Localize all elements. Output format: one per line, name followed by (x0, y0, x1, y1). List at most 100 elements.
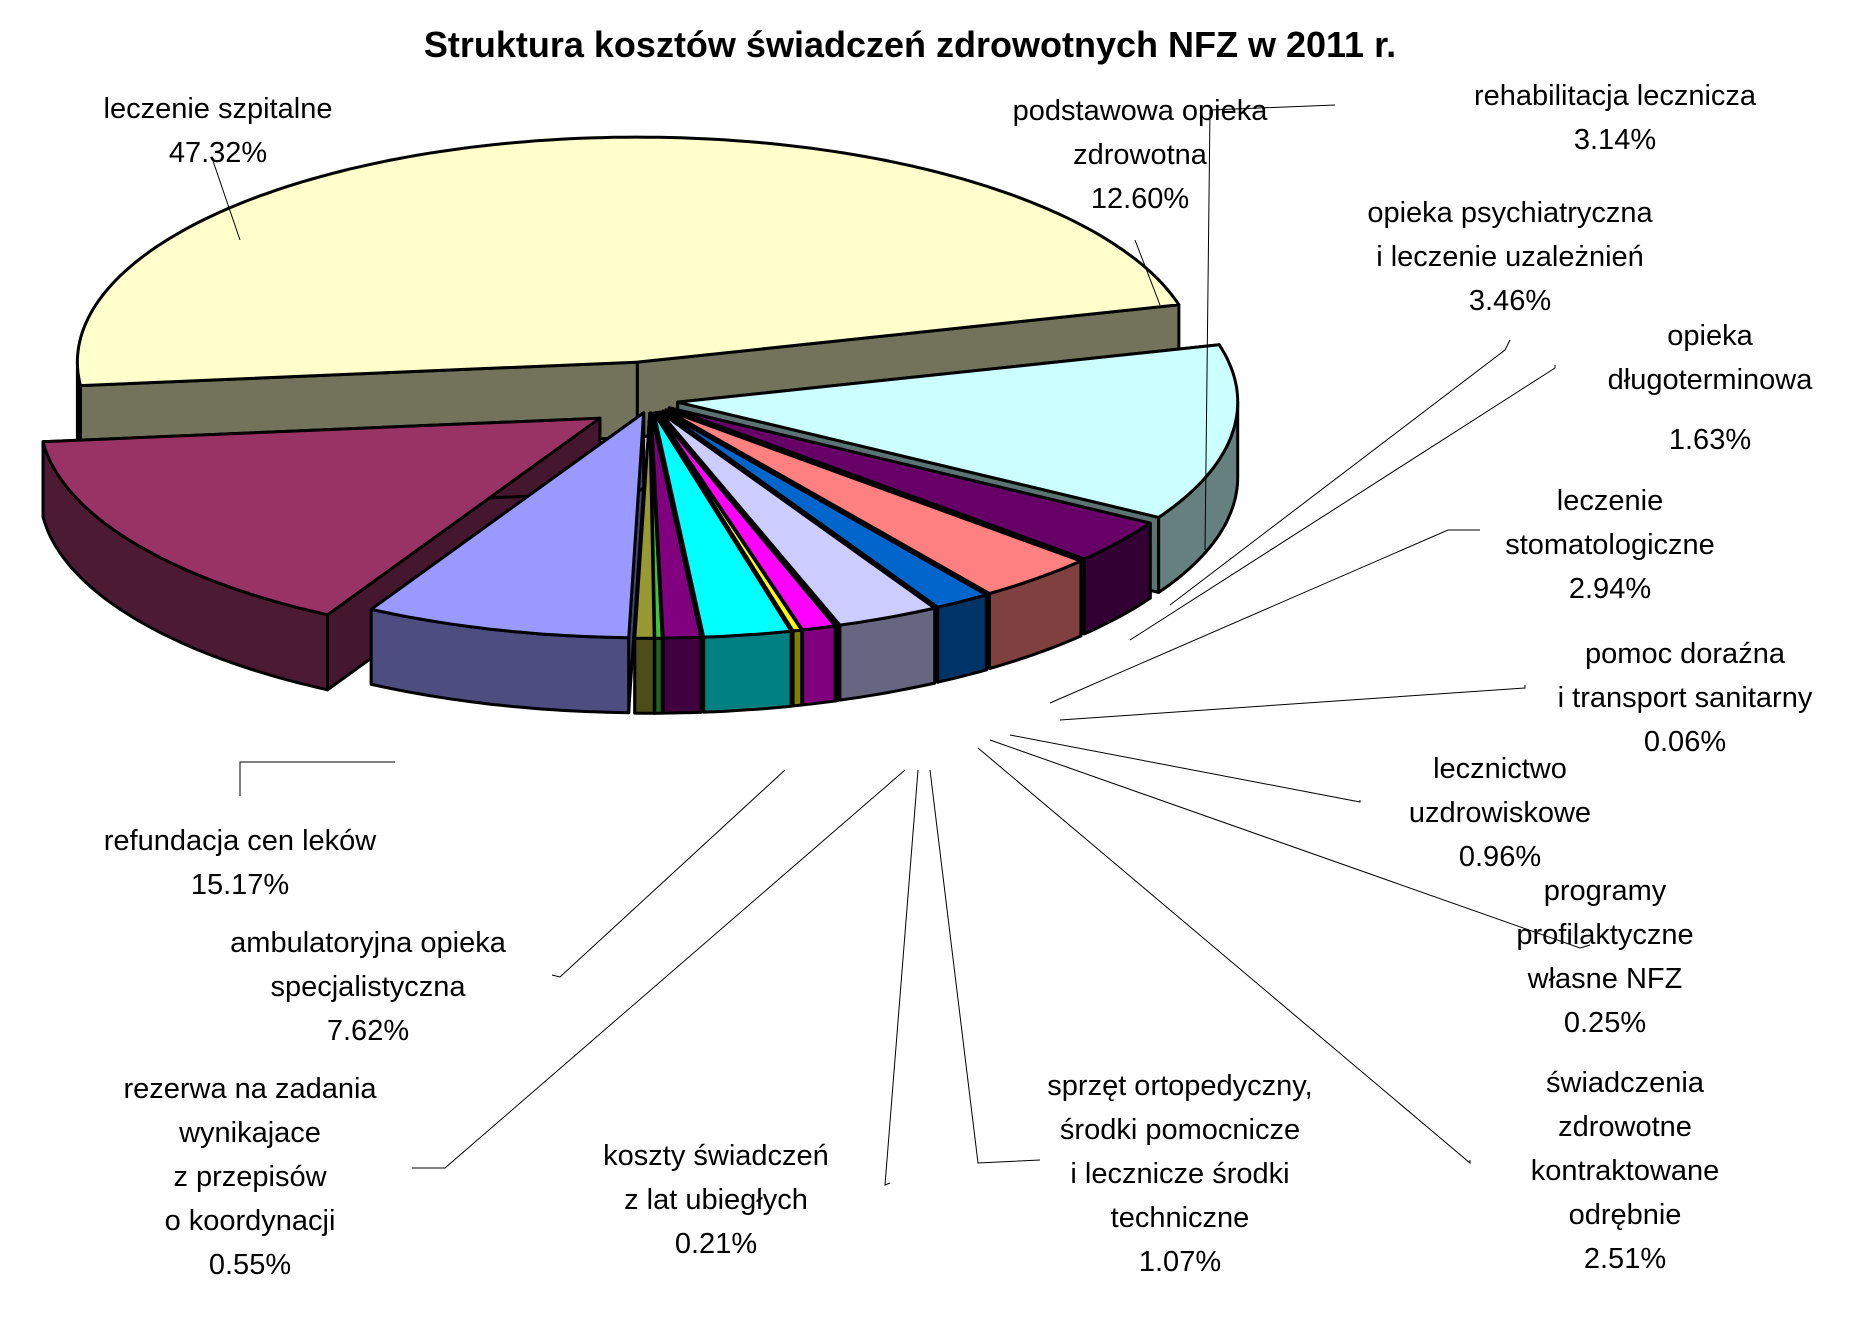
slice-label-text: wynikajace (178, 1117, 321, 1149)
slice-label-text: techniczne (1111, 1202, 1250, 1234)
slice-value-label: 0.06% (1644, 726, 1726, 758)
slice-label: lecznictwo uzdrowiskowe 0.96% (1409, 753, 1591, 873)
slice-label-text: rezerwa na zadania (123, 1073, 377, 1105)
slice-value-label: 0.55% (209, 1249, 291, 1281)
slice-value-label: 0.96% (1459, 841, 1541, 873)
slice-label: koszty świadczeń z lat ubiegłych 0.21% (603, 1140, 829, 1260)
slice-label: rezerwa na zadania wynikajace z przepisów o… (123, 1073, 377, 1281)
slice-label-text: i lecznicze środki (1070, 1158, 1289, 1190)
slice-label-text: ambulatoryjna opieka (230, 927, 507, 959)
slice-value-label: 15.17% (191, 869, 289, 901)
slice-label: refundacja cen leków 15.17% (104, 825, 377, 901)
slice-top (75, 135, 1181, 388)
slice-label-text: środki pomocnicze (1060, 1114, 1300, 1146)
slice-label-text: odrębnie (1569, 1199, 1682, 1231)
slice-label: podstawowa opieka zdrowotna 12.60% (1013, 95, 1269, 215)
slice-value-label: 2.94% (1569, 573, 1651, 605)
slice-value-label: 7.62% (327, 1015, 409, 1047)
slice-value-label: 1.63% (1669, 424, 1751, 456)
pie-slice (369, 411, 646, 715)
pie-slice (633, 411, 656, 715)
slice-label: świadczenia zdrowotne kontraktowane odrębni… (1531, 1067, 1720, 1275)
leader-line (551, 769, 786, 978)
leader-line (1009, 734, 1361, 803)
slice-label-text: pomoc doraźna (1585, 638, 1786, 670)
slice-top (658, 410, 937, 627)
slice-label-text: podstawowa opieka (1013, 95, 1269, 127)
slice-value-label: 0.21% (675, 1228, 757, 1260)
leader-line (211, 157, 241, 241)
slice-top (676, 343, 1240, 519)
chart-title: Struktura kosztów świadczeń zdrowotnych … (424, 24, 1396, 65)
leader-lines (211, 104, 1591, 1186)
slice-label-text: opieka psychiatryczna (1367, 197, 1653, 229)
leader-line (977, 747, 1471, 1165)
slice-labels: leczenie szpitalne 47.32% podstawowa opiek… (104, 80, 1814, 1281)
slice-side (936, 593, 988, 684)
slice-label-text: specjalistyczna (270, 971, 466, 1003)
slice-label: programy profilaktyczne własne NFZ 0.25% (1516, 875, 1693, 1039)
slice-label: pomoc doraźna i transport sanitarny 0.06% (1558, 638, 1813, 758)
pie-slice (649, 411, 703, 715)
slice-side (653, 636, 664, 715)
slice-label-text: refundacja cen leków (104, 825, 377, 857)
slice-label-text: sprzęt ortopedyczny, (1047, 1070, 1312, 1102)
slice-label-text: świadczenia (1546, 1067, 1705, 1099)
slice-label-text: opieka (1667, 320, 1753, 352)
leader-line (412, 769, 906, 1169)
leader-line (989, 739, 1591, 949)
leader-line (884, 769, 919, 1186)
slice-label-text: z przepisów (173, 1161, 327, 1193)
slice-label-text: uzdrowiskowe (1409, 797, 1591, 829)
slice-top (369, 411, 646, 640)
slice-top (654, 411, 804, 633)
slice-label-text: stomatologiczne (1505, 529, 1715, 561)
slice-label: leczenie szpitalne 47.32% (104, 93, 333, 169)
leader-line (1129, 365, 1556, 641)
slice-value-label: 1.07% (1139, 1246, 1221, 1278)
slice-label: leczenie stomatologiczne 2.94% (1505, 485, 1715, 605)
slice-label-text: programy (1544, 875, 1667, 907)
slice-side (791, 628, 804, 708)
slice-value-label: 3.14% (1574, 124, 1656, 156)
slice-label-text: leczenie (1557, 485, 1663, 517)
slice-label-text: zdrowotna (1073, 139, 1208, 171)
slice-label-text: o koordynacji (165, 1205, 336, 1237)
slice-label-text: długoterminowa (1608, 364, 1814, 396)
slice-value-label: 2.51% (1584, 1243, 1666, 1275)
leader-line (929, 769, 1041, 1164)
slice-label: sprzęt ortopedyczny, środki pomocnicze i l… (1047, 1070, 1312, 1278)
slice-label: opieka psychiatryczna i leczenie uzależni… (1367, 197, 1653, 317)
slice-value-label: 47.32% (169, 137, 267, 169)
slice-label-text: profilaktyczne (1516, 919, 1693, 951)
leader-line (239, 761, 395, 796)
slice-top (652, 411, 793, 639)
slice-value-label: 12.60% (1091, 183, 1189, 215)
slice-top (667, 406, 1152, 561)
slice-label-text: koszty świadczeń (603, 1140, 829, 1172)
leader-line (1134, 239, 1161, 306)
slice-side (661, 635, 703, 715)
slice-label-text: lecznictwo (1433, 753, 1567, 785)
slice-label-text: i leczenie uzależnień (1376, 241, 1644, 273)
slice-label: opieka długoterminowa 1.63% (1608, 320, 1814, 456)
slice-label-text: rehabilitacja lecznicza (1474, 80, 1757, 112)
slice-top (41, 416, 602, 617)
slice-label-text: kontraktowane (1531, 1155, 1720, 1187)
slice-side (633, 636, 656, 715)
slice-label: rehabilitacja lecznicza 3.14% (1474, 80, 1757, 156)
slice-value-label: 0.25% (1564, 1007, 1646, 1039)
slice-label: ambulatoryjna opieka specjalistyczna 7.62% (230, 927, 507, 1047)
slice-label-text: zdrowotne (1558, 1111, 1692, 1143)
pie-layer (41, 135, 1240, 715)
leader-line (1059, 685, 1526, 721)
slice-label-text: i transport sanitarny (1558, 682, 1813, 714)
slice-label-text: leczenie szpitalne (104, 93, 333, 125)
leader-line (1204, 104, 1336, 551)
slice-top (664, 408, 1083, 595)
slice-side (702, 629, 793, 714)
slice-label-text: z lat ubiegłych (624, 1184, 808, 1216)
leader-line (1049, 529, 1480, 704)
slice-value-label: 3.46% (1469, 285, 1551, 317)
